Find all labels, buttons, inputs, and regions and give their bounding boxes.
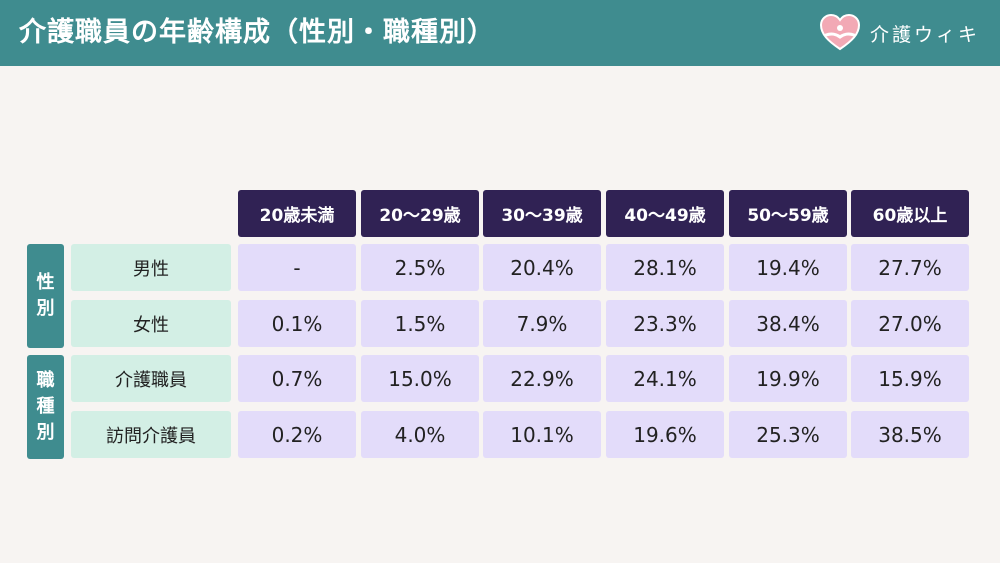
group-label-occupation: 職 種 別 <box>27 355 64 459</box>
table-cell: 0.7% <box>238 355 356 402</box>
table-cell: 24.1% <box>606 355 724 402</box>
table-cell: 38.4% <box>729 300 847 347</box>
column-header-under-20: 20歳未満 <box>238 190 356 237</box>
table-cell: 22.9% <box>483 355 601 402</box>
table-cell: 10.1% <box>483 411 601 458</box>
column-header-60-plus: 60歳以上 <box>851 190 969 237</box>
table-cell: - <box>238 244 356 291</box>
table-cell: 28.1% <box>606 244 724 291</box>
column-header-40s: 40〜49歳 <box>606 190 724 237</box>
table-cell: 27.7% <box>851 244 969 291</box>
table-cell: 0.2% <box>238 411 356 458</box>
column-header-30s: 30〜39歳 <box>483 190 601 237</box>
group-label-char: 別 <box>36 298 55 319</box>
row-label-male: 男性 <box>71 244 231 291</box>
table-cell: 20.4% <box>483 244 601 291</box>
table-cell: 19.4% <box>729 244 847 291</box>
header-bar: 介護職員の年齢構成（性別・職種別） 介護ウィキ <box>0 0 1000 66</box>
table-cell: 23.3% <box>606 300 724 347</box>
table-cell: 7.9% <box>483 300 601 347</box>
column-header-20s: 20〜29歳 <box>361 190 479 237</box>
group-label-char: 職 <box>36 370 55 391</box>
table-cell: 15.0% <box>361 355 479 402</box>
logo-text: 介護ウィキ <box>869 23 980 46</box>
table-cell: 38.5% <box>851 411 969 458</box>
group-label-char: 別 <box>36 422 55 443</box>
column-header-50s: 50〜59歳 <box>729 190 847 237</box>
page-title: 介護職員の年齢構成（性別・職種別） <box>19 17 495 48</box>
row-label-home-care-worker: 訪問介護員 <box>71 411 231 458</box>
table-cell: 2.5% <box>361 244 479 291</box>
site-logo[interactable]: 介護ウィキ <box>818 13 980 53</box>
table-cell: 27.0% <box>851 300 969 347</box>
table-cell: 19.6% <box>606 411 724 458</box>
group-label-gender: 性 別 <box>27 244 64 348</box>
row-label-female: 女性 <box>71 300 231 347</box>
group-label-char: 性 <box>36 272 55 293</box>
heart-hands-icon <box>819 13 860 51</box>
row-label-care-worker: 介護職員 <box>71 355 231 402</box>
table-cell: 0.1% <box>238 300 356 347</box>
table-cell: 15.9% <box>851 355 969 402</box>
table-cell: 25.3% <box>729 411 847 458</box>
table-cell: 1.5% <box>361 300 479 347</box>
table-cell: 4.0% <box>361 411 479 458</box>
table-cell: 19.9% <box>729 355 847 402</box>
group-label-char: 種 <box>36 396 55 417</box>
